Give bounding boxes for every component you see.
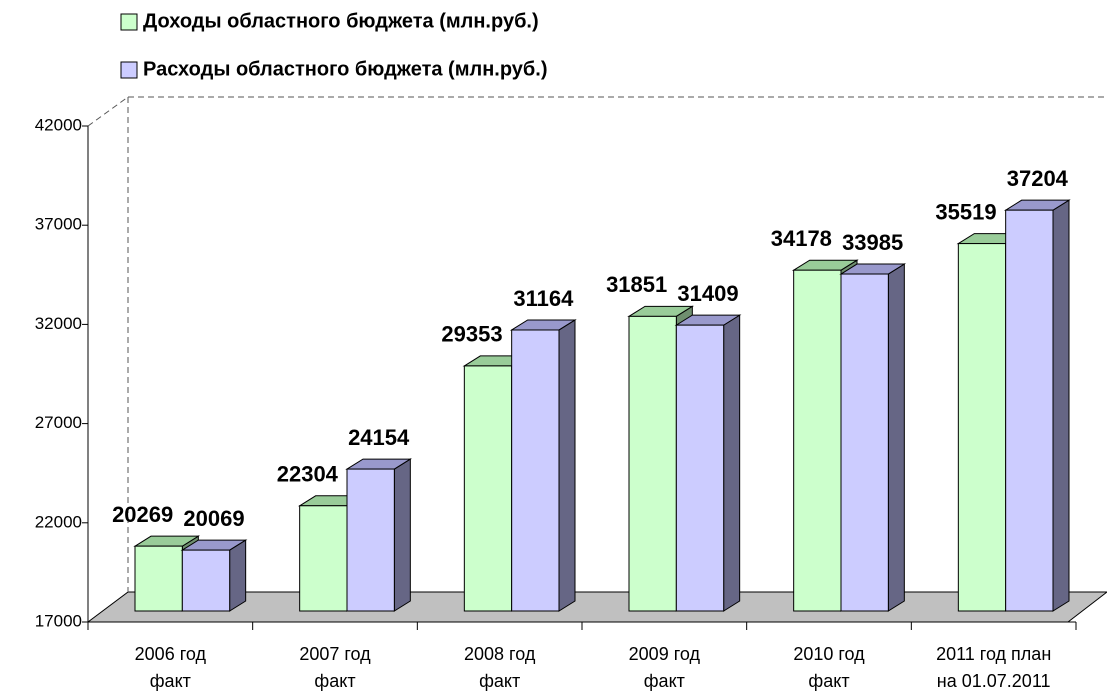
bar [675, 324, 725, 612]
value-label: 20069 [183, 506, 244, 531]
bar [840, 273, 889, 612]
bar-side [723, 314, 741, 612]
y-tick-label: 37000 [35, 215, 82, 234]
legend-label: Доходы областного бюджета (млн.руб.) [143, 10, 539, 32]
value-label: 22304 [277, 462, 339, 487]
y-tick-label: 17000 [35, 611, 82, 630]
bar [181, 549, 231, 612]
bar [1005, 209, 1054, 612]
x-tick-label: факт [479, 671, 520, 691]
x-tick-label: факт [314, 671, 355, 691]
value-label: 31851 [606, 272, 667, 297]
value-label: 31164 [513, 286, 574, 311]
value-label: 34178 [771, 226, 832, 251]
x-tick-label: на 01.07.2011 [937, 671, 1051, 691]
side-wall-top [87, 96, 129, 127]
y-tick-label: 32000 [35, 314, 82, 333]
bar [299, 505, 348, 612]
bar-side [1052, 199, 1070, 612]
value-label: 31409 [677, 281, 738, 306]
value-label: 33985 [842, 230, 903, 255]
bar [134, 545, 183, 612]
bar [346, 468, 395, 612]
bar [793, 269, 842, 612]
value-label: 35519 [935, 199, 996, 224]
legend-label: Расходы областного бюджета (млн.руб.) [143, 58, 547, 80]
bar-side [393, 458, 411, 612]
bar [511, 329, 560, 612]
x-tick-label: 2006 год [135, 644, 207, 664]
value-label: 24154 [348, 425, 410, 450]
bar [463, 365, 513, 612]
bar-side [558, 319, 576, 612]
x-tick-label: 2010 год [793, 644, 865, 664]
x-tick-label: факт [150, 671, 191, 691]
bar [957, 243, 1007, 612]
value-label: 37204 [1007, 166, 1069, 191]
bar [628, 315, 677, 612]
x-tick-label: факт [644, 671, 685, 691]
legend-swatch [120, 13, 138, 31]
legend-swatch [120, 61, 138, 79]
y-tick-label: 42000 [35, 115, 82, 134]
value-label: 29353 [441, 322, 502, 347]
value-label: 20269 [112, 502, 173, 527]
y-tick-label: 27000 [35, 413, 82, 432]
x-tick-label: 2007 год [299, 644, 371, 664]
bar-side [229, 539, 247, 612]
x-tick-label: 2009 год [629, 644, 701, 664]
x-tick-label: 2011 год план [936, 644, 1051, 664]
x-tick-label: 2008 год [464, 644, 536, 664]
bar-side [887, 263, 905, 612]
x-tick-label: факт [808, 671, 849, 691]
y-tick-label: 22000 [35, 512, 82, 531]
